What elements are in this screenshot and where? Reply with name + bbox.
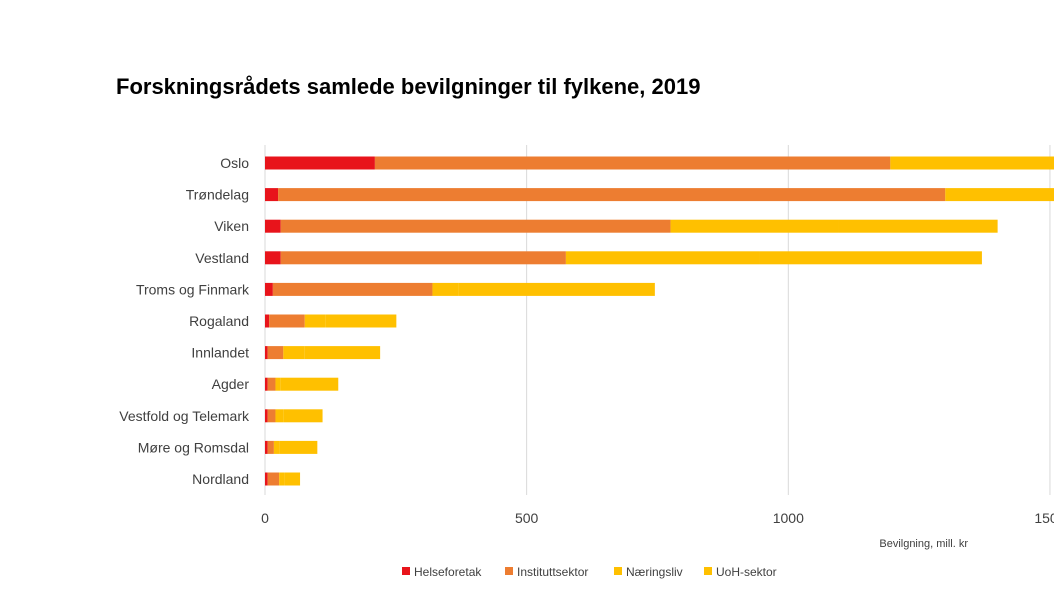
legend-label: UoH-sektor — [716, 565, 777, 579]
category-label: Agder — [212, 376, 250, 392]
bar-segment — [267, 440, 274, 454]
bar-segment — [325, 314, 397, 328]
bar-segment — [267, 472, 280, 486]
legend-label: Næringsliv — [626, 565, 683, 579]
bar-segment — [283, 409, 323, 423]
bar-segment — [265, 346, 268, 360]
bar-segment — [670, 219, 839, 233]
bar-segment — [280, 251, 566, 265]
legend-swatch — [402, 567, 410, 575]
bar-segment — [265, 314, 270, 328]
category-label: Innlandet — [191, 345, 249, 361]
bars — [265, 156, 1054, 486]
legend-label: Instituttsektor — [517, 565, 588, 579]
gridlines — [264, 145, 1051, 495]
x-tick-label: 1500 — [1034, 510, 1054, 526]
legend-swatch — [614, 567, 622, 575]
category-labels: Oslo Trøndelag Viken Vestland Troms og Finma… — [119, 155, 250, 487]
bar-segment — [265, 282, 273, 296]
bar-segment — [267, 377, 276, 391]
legend: Helseforetak Instituttsektor Næringsliv UoH… — [402, 565, 777, 579]
bar-segment — [759, 251, 982, 265]
category-label: Oslo — [220, 155, 249, 171]
category-label: Trøndelag — [186, 187, 249, 203]
bar-segment — [458, 282, 655, 296]
bar-segment — [275, 377, 281, 391]
x-tick-label: 0 — [261, 510, 269, 526]
bar-segment — [269, 314, 305, 328]
category-label: Møre og Romsdal — [138, 439, 249, 455]
bar-segment — [273, 440, 280, 454]
bar-segment — [279, 472, 285, 486]
legend-swatch — [704, 567, 712, 575]
bar-segment — [279, 440, 318, 454]
bar-segment — [283, 346, 305, 360]
bar-segment — [284, 472, 301, 486]
bar-segment — [838, 219, 998, 233]
category-label: Rogaland — [189, 313, 249, 329]
x-tick-label: 500 — [515, 510, 539, 526]
chart-title: Forskningsrådets samlede bevilgninger ti… — [116, 74, 701, 99]
bar-segment — [304, 346, 381, 360]
category-label: Vestfold og Telemark — [119, 408, 250, 424]
bar-segment — [432, 282, 459, 296]
bar-segment — [275, 409, 284, 423]
bar-segment — [265, 156, 375, 170]
bar-segment — [890, 156, 1054, 170]
x-tick-label: 1000 — [773, 510, 804, 526]
x-axis-title: Bevilgning, mill. kr — [879, 538, 968, 550]
category-label: Vestland — [195, 250, 249, 266]
bar-segment — [265, 409, 268, 423]
bar-segment — [280, 219, 671, 233]
bar-segment — [272, 282, 433, 296]
category-label: Viken — [214, 218, 249, 234]
bar-segment — [265, 440, 268, 454]
bar-segment — [265, 377, 268, 391]
bar-segment — [267, 346, 284, 360]
legend-label: Helseforetak — [414, 565, 482, 579]
category-label: Troms og Finmark — [136, 281, 250, 297]
bar-segment — [304, 314, 326, 328]
bar-segment — [565, 251, 760, 265]
bar-segment — [267, 409, 276, 423]
bar-segment — [280, 377, 339, 391]
bar-segment — [945, 188, 1054, 202]
bar-segment — [374, 156, 891, 170]
legend-swatch — [505, 567, 513, 575]
category-label: Nordland — [192, 471, 249, 487]
bar-segment — [265, 188, 279, 202]
x-tick-labels: 05001000150020002500300 — [261, 510, 1054, 526]
bar-segment — [278, 188, 946, 202]
bar-segment — [265, 251, 281, 265]
bar-segment — [265, 472, 268, 486]
bar-segment — [265, 219, 281, 233]
